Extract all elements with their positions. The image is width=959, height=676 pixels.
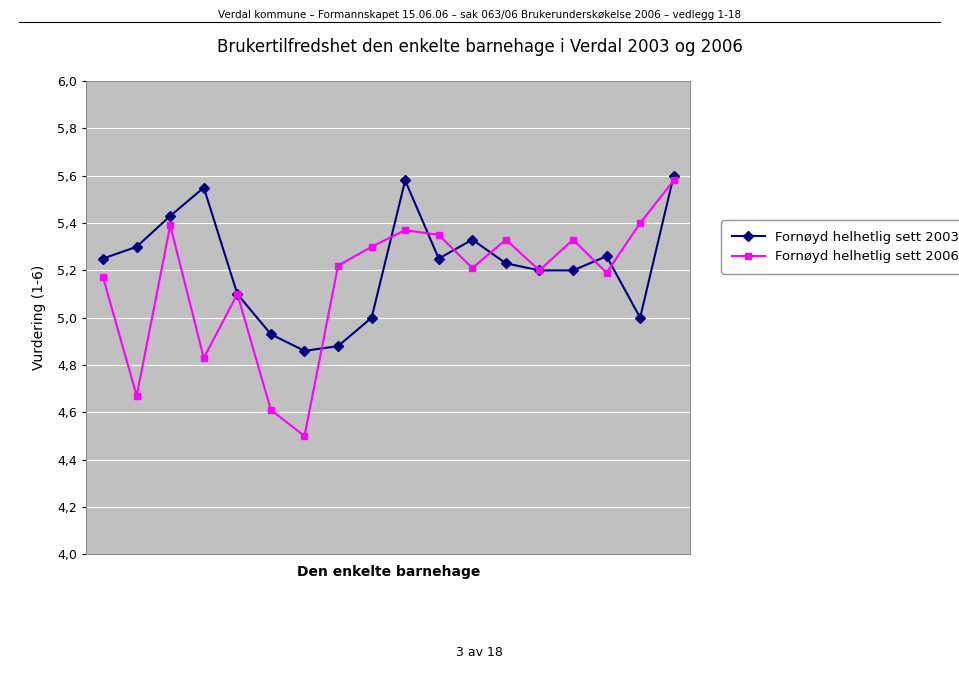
Fornøyd helhetlig sett 2003 [366, 314, 378, 322]
Fornøyd helhetlig sett 2003 [467, 236, 479, 244]
Text: Brukertilfredshet den enkelte barnehage i Verdal 2003 og 2006: Brukertilfredshet den enkelte barnehage … [217, 39, 742, 56]
Fornøyd helhetlig sett 2006 [668, 176, 680, 185]
Fornøyd helhetlig sett 2006 [299, 432, 311, 440]
Fornøyd helhetlig sett 2003 [232, 290, 244, 298]
Text: 3 av 18: 3 av 18 [456, 646, 503, 659]
Text: Verdal kommune – Formannskapet 15.06.06 – sak 063/06 Brukerunderskøkelse 2006 – : Verdal kommune – Formannskapet 15.06.06 … [218, 10, 741, 20]
Fornøyd helhetlig sett 2006 [568, 236, 579, 244]
Line: Fornøyd helhetlig sett 2006: Fornøyd helhetlig sett 2006 [100, 177, 677, 439]
Fornøyd helhetlig sett 2006 [467, 264, 479, 272]
Fornøyd helhetlig sett 2006 [400, 226, 411, 234]
Fornøyd helhetlig sett 2006 [635, 219, 646, 227]
Fornøyd helhetlig sett 2003 [635, 314, 646, 322]
Fornøyd helhetlig sett 2006 [501, 236, 512, 244]
Fornøyd helhetlig sett 2003 [501, 259, 512, 267]
Fornøyd helhetlig sett 2003 [165, 212, 176, 220]
Fornøyd helhetlig sett 2006 [534, 266, 546, 274]
Fornøyd helhetlig sett 2006 [265, 406, 277, 414]
Fornøyd helhetlig sett 2003 [98, 254, 109, 262]
Fornøyd helhetlig sett 2006 [98, 274, 109, 282]
Line: Fornøyd helhetlig sett 2003: Fornøyd helhetlig sett 2003 [100, 172, 677, 354]
Fornøyd helhetlig sett 2003 [433, 254, 445, 262]
Legend: Fornøyd helhetlig sett 2003, Fornøyd helhetlig sett 2006: Fornøyd helhetlig sett 2003, Fornøyd hel… [721, 220, 959, 274]
Fornøyd helhetlig sett 2006 [366, 243, 378, 251]
Fornøyd helhetlig sett 2003 [131, 243, 143, 251]
Fornøyd helhetlig sett 2006 [232, 290, 244, 298]
Fornøyd helhetlig sett 2006 [131, 392, 143, 400]
Fornøyd helhetlig sett 2003 [400, 176, 411, 185]
Fornøyd helhetlig sett 2006 [433, 231, 445, 239]
Fornøyd helhetlig sett 2003 [534, 266, 546, 274]
Fornøyd helhetlig sett 2003 [568, 266, 579, 274]
Fornøyd helhetlig sett 2006 [165, 222, 176, 230]
Fornøyd helhetlig sett 2006 [601, 268, 613, 276]
Fornøyd helhetlig sett 2003 [265, 330, 277, 338]
Fornøyd helhetlig sett 2003 [199, 183, 210, 191]
Fornøyd helhetlig sett 2003 [668, 172, 680, 180]
Fornøyd helhetlig sett 2006 [199, 354, 210, 362]
X-axis label: Den enkelte barnehage: Den enkelte barnehage [296, 565, 480, 579]
Fornøyd helhetlig sett 2003 [333, 342, 344, 350]
Fornøyd helhetlig sett 2003 [299, 347, 311, 355]
Y-axis label: Vurdering (1-6): Vurdering (1-6) [33, 265, 46, 370]
Fornøyd helhetlig sett 2006 [333, 262, 344, 270]
Fornøyd helhetlig sett 2003 [601, 252, 613, 260]
